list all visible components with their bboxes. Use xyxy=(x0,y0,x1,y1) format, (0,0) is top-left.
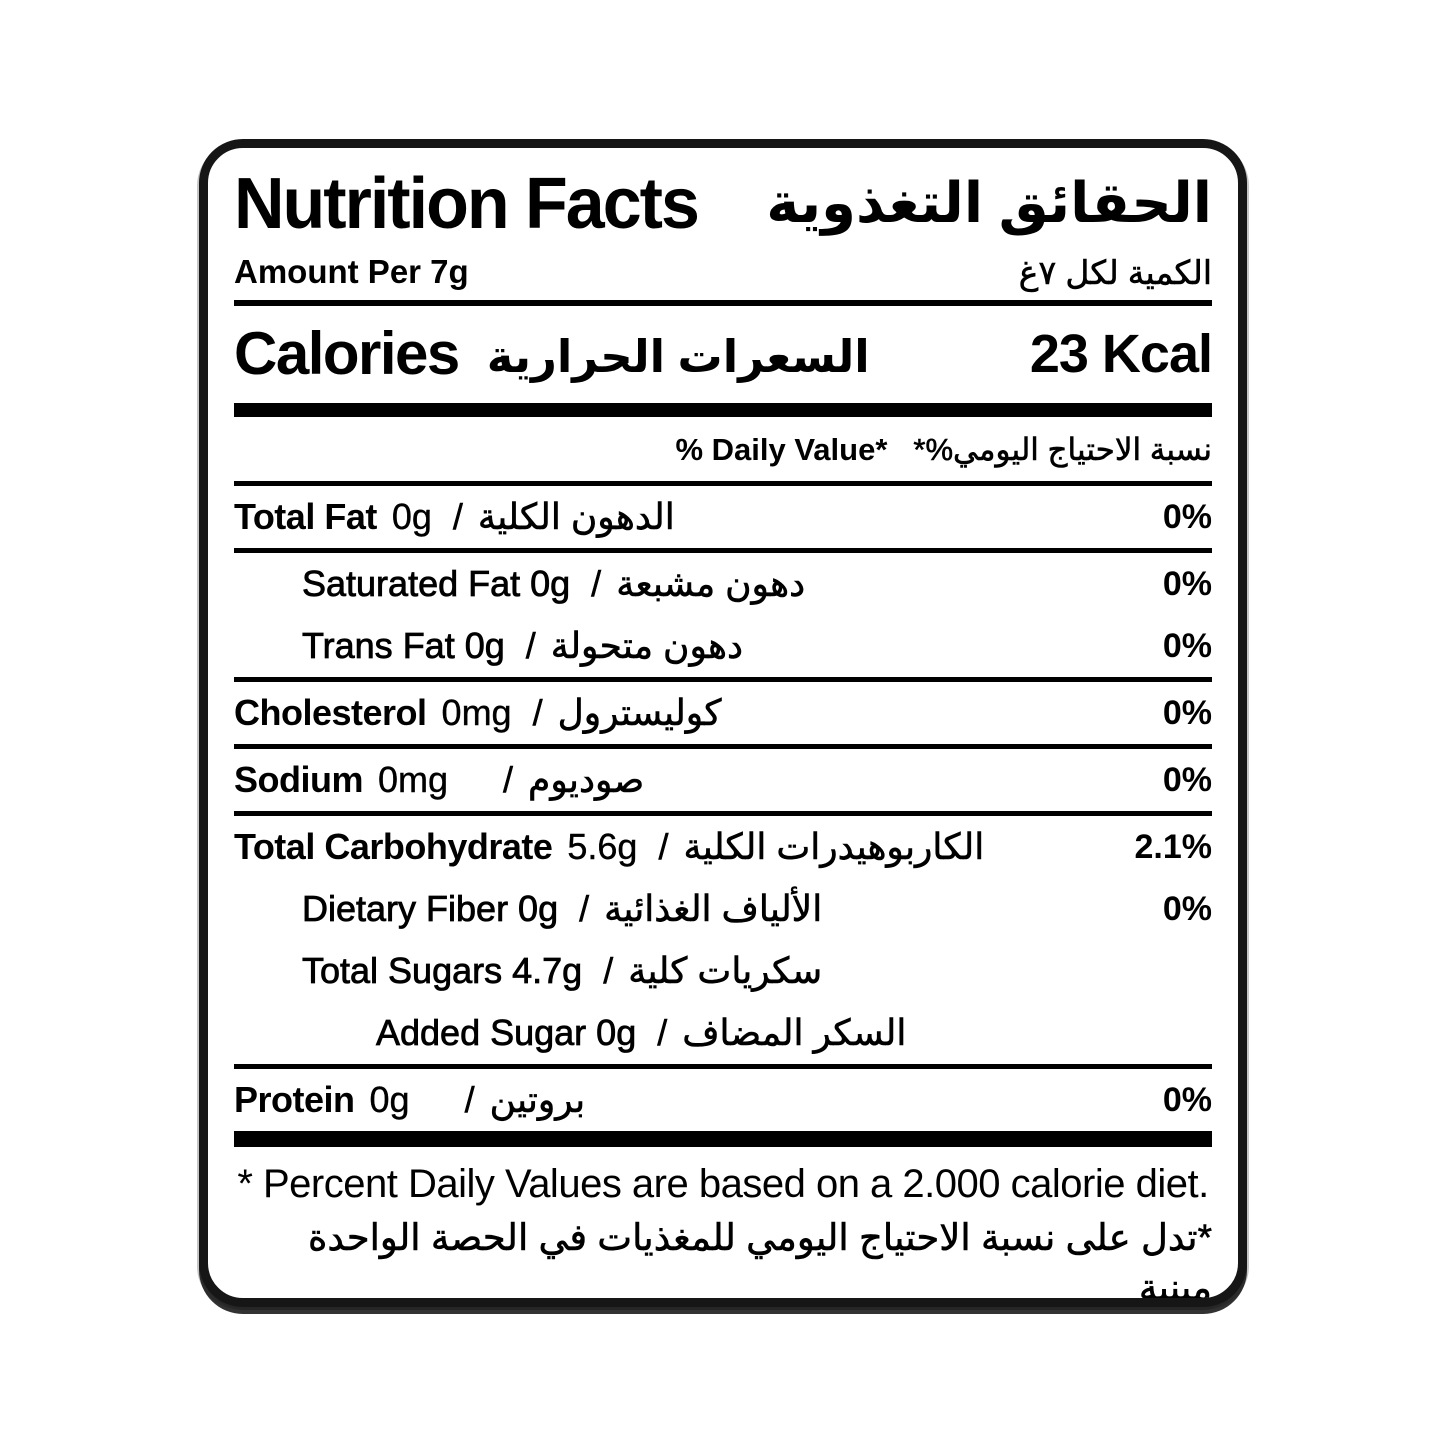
nutrient-name: Protein xyxy=(234,1079,355,1120)
row-dietary-fiber-label: Dietary Fiber 0g / الألياف الغذائية xyxy=(234,888,823,930)
nutrient-qty: 0g xyxy=(391,496,432,537)
nutrient-arabic: دهون متحولة xyxy=(550,625,744,667)
nutrient-arabic: السكر المضاف xyxy=(682,1012,907,1054)
title-row: Nutrition Facts الحقائق التغذوية xyxy=(234,162,1212,244)
separator-slash: / xyxy=(591,563,602,605)
nutrient-name: Total Sugars 4.7g xyxy=(302,950,583,992)
title-arabic: الحقائق التغذوية xyxy=(766,171,1212,234)
daily-value-header-row: % Daily Value* نسبة الاحتياج اليومي%* xyxy=(234,417,1212,481)
nutrient-daily-value: 0% xyxy=(1162,889,1212,928)
nutrient-name: Trans Fat 0g xyxy=(302,625,506,667)
calories-value: 23 Kcal xyxy=(1029,323,1213,384)
row-total-sugars-label: Total Sugars 4.7g / سكريات كلية xyxy=(234,950,823,992)
nutrient-arabic: الكاربوهيدرات الكلية xyxy=(683,826,985,868)
nutrient-arabic: سكريات كلية xyxy=(628,950,823,992)
thick-bar-above-footnote xyxy=(234,1131,1212,1147)
divider xyxy=(234,744,1212,749)
daily-value-arabic: نسبة الاحتياج اليومي%* xyxy=(913,432,1212,468)
nutrient-daily-value: 0% xyxy=(1162,693,1212,732)
separator-slash: / xyxy=(452,496,464,538)
nutrient-arabic: الدهون الكلية xyxy=(477,496,675,538)
divider xyxy=(234,677,1212,682)
nutrient-arabic: الألياف الغذائية xyxy=(604,888,823,930)
row-total-sugars: Total Sugars 4.7g / سكريات كلية xyxy=(234,940,1212,1002)
amount-arabic: الكمية لكل ٧غ xyxy=(1018,253,1212,291)
nutrient-arabic: بروتين xyxy=(489,1079,586,1121)
thick-bar-under-calories xyxy=(234,403,1212,417)
row-cholesterol-label: Cholesterol 0mg / كوليسترول xyxy=(234,692,722,734)
nutrient-qty: 5.6g xyxy=(567,826,638,867)
nutrient-daily-value: 0% xyxy=(1162,626,1212,665)
nutrient-qty: 0mg xyxy=(378,759,449,800)
separator-slash: / xyxy=(603,950,614,992)
title-english: Nutrition Facts xyxy=(234,162,700,244)
amount-english: Amount Per 7g xyxy=(234,253,469,290)
separator-slash: / xyxy=(658,826,669,868)
divider xyxy=(234,1064,1212,1069)
footnote-section: * Percent Daily Values are based on a 2.… xyxy=(234,1159,1213,1307)
nutrient-qty: 0g xyxy=(369,1079,410,1120)
row-protein: Protein 0g / بروتين 0% xyxy=(234,1069,1212,1131)
divider xyxy=(234,811,1212,816)
nutrient-daily-value: 0% xyxy=(1162,497,1212,536)
row-cholesterol: Cholesterol 0mg / كوليسترول 0% xyxy=(234,682,1212,744)
amount-row: Amount Per 7g الكمية لكل ٧غ xyxy=(234,248,1212,296)
nutrient-name: Added Sugar 0g xyxy=(376,1012,637,1054)
row-added-sugar: Added Sugar 0g / السكر المضاف xyxy=(234,1002,1212,1064)
row-dietary-fiber: Dietary Fiber 0g / الألياف الغذائية 0% xyxy=(234,878,1212,940)
row-sodium-label: Sodium 0mg / صوديوم xyxy=(234,759,644,801)
calories-english: Calories xyxy=(234,320,460,387)
nutrient-name: Total Fat xyxy=(234,496,377,537)
row-saturated-fat-label: Saturated Fat 0g / دهون مشبعة xyxy=(234,563,806,605)
nutrient-name: Total Carbohydrate xyxy=(234,826,553,867)
row-saturated-fat: Saturated Fat 0g / دهون مشبعة 0% xyxy=(234,553,1212,615)
nutrient-daily-value: 0% xyxy=(1162,760,1212,799)
nutrient-name: Saturated Fat 0g xyxy=(302,563,571,605)
row-added-sugar-label: Added Sugar 0g / السكر المضاف xyxy=(234,1012,907,1054)
separator-slash: / xyxy=(503,759,514,801)
separator-slash: / xyxy=(579,888,590,930)
calories-labels: Calories السعرات الحرارية xyxy=(234,319,870,388)
divider-under-daily-value xyxy=(234,481,1212,486)
nutrient-daily-value: 2.1% xyxy=(1134,827,1213,866)
nutrient-arabic: كوليسترول xyxy=(557,692,722,734)
row-trans-fat-label: Trans Fat 0g / دهون متحولة xyxy=(234,625,744,667)
footnote-english: * Percent Daily Values are based on a 2.… xyxy=(237,1162,1209,1206)
nutrient-daily-value: 0% xyxy=(1162,564,1212,603)
row-total-fat: Total Fat 0g / الدهون الكلية 0% xyxy=(234,486,1212,548)
calories-arabic: السعرات الحرارية xyxy=(486,331,870,382)
row-trans-fat: Trans Fat 0g / دهون متحولة 0% xyxy=(234,615,1212,677)
nutrient-arabic: دهون مشبعة xyxy=(616,563,806,605)
row-protein-label: Protein 0g / بروتين xyxy=(234,1079,585,1121)
nutrition-facts-label: Nutrition Facts الحقائق التغذوية Amount … xyxy=(199,139,1247,1307)
daily-value-english: % Daily Value* xyxy=(675,432,888,467)
separator-slash: / xyxy=(525,625,536,667)
separator-slash: / xyxy=(464,1079,475,1121)
row-total-carbohydrate: Total Carbohydrate 5.6g / الكاربوهيدرات … xyxy=(234,816,1212,878)
row-sodium: Sodium 0mg / صوديوم 0% xyxy=(234,749,1212,811)
nutrient-name: Cholesterol xyxy=(234,692,427,733)
calories-row: Calories السعرات الحرارية 23 Kcal xyxy=(234,306,1213,403)
nutrient-name: Dietary Fiber 0g xyxy=(302,888,559,930)
row-total-carbohydrate-label: Total Carbohydrate 5.6g / الكاربوهيدرات … xyxy=(234,826,985,868)
nutrient-daily-value: 0% xyxy=(1162,1080,1212,1119)
nutrient-arabic: صوديوم xyxy=(528,759,645,801)
row-total-fat-label: Total Fat 0g / الدهون الكلية xyxy=(234,496,675,538)
footnote-arabic-line1: *تدل على نسبة الاحتياج اليومي للمغذيات ف… xyxy=(307,1217,1213,1307)
separator-slash: / xyxy=(532,692,543,734)
divider xyxy=(234,548,1212,553)
nutrient-name: Sodium xyxy=(234,759,364,800)
divider-under-amount xyxy=(234,300,1212,306)
nutrient-qty: 0mg xyxy=(441,692,512,733)
separator-slash: / xyxy=(657,1012,668,1054)
